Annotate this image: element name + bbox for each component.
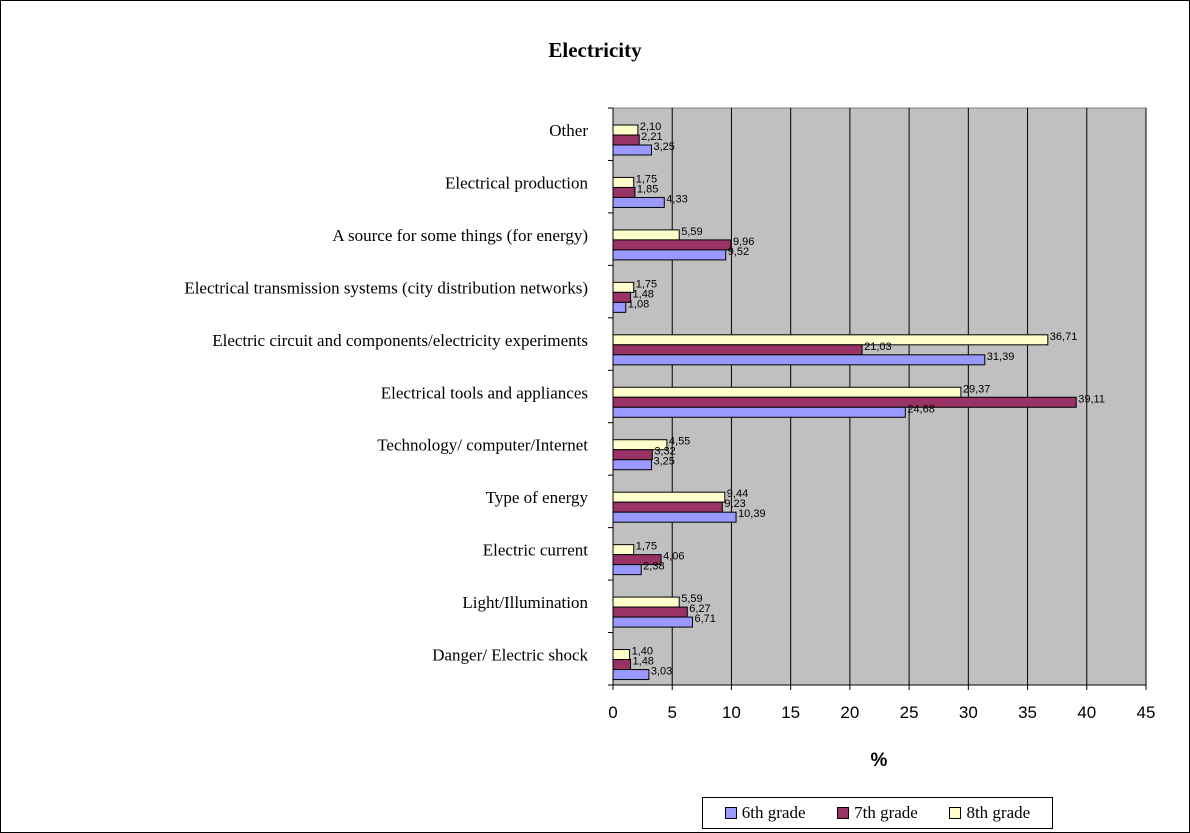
data-label: 9,96 xyxy=(733,236,754,248)
bar-8th-grade xyxy=(612,386,962,398)
bar-7th-grade xyxy=(612,239,732,251)
bar-7th-grade xyxy=(612,186,636,198)
legend-item-8th-grade: 8th grade xyxy=(949,803,1030,823)
legend-label-8th-grade: 8th grade xyxy=(966,803,1031,822)
legend-item-6th-grade: 6th grade xyxy=(724,803,806,823)
data-label: 29,37 xyxy=(963,383,991,395)
x-axis-title: % xyxy=(871,750,888,771)
legend-swatch-7th-grade xyxy=(837,807,850,819)
data-label: 4,55 xyxy=(669,436,690,448)
data-label: 24,68 xyxy=(907,403,935,415)
bar-6th-grade xyxy=(612,354,986,366)
x-tick-label: 10 xyxy=(722,703,741,722)
bar-6th-grade xyxy=(612,616,693,628)
data-label: 1,75 xyxy=(636,541,657,553)
data-label: 9,52 xyxy=(728,246,749,258)
bar-7th-grade xyxy=(612,396,1077,408)
bar-8th-grade xyxy=(612,596,680,608)
x-tick-label: 45 xyxy=(1137,703,1156,722)
data-label: 4,33 xyxy=(666,193,687,205)
category-label: Electrical tools and appliances xyxy=(381,383,588,402)
x-tick-label: 5 xyxy=(667,703,676,722)
bar-6th-grade xyxy=(612,669,650,681)
category-label: Electrical transmission systems (city di… xyxy=(184,278,588,297)
category-label: Light/Illumination xyxy=(462,593,588,612)
legend-label-6th-grade: 6th grade xyxy=(741,803,806,822)
data-label: 31,39 xyxy=(987,351,1015,363)
data-label: 1,48 xyxy=(633,656,654,668)
x-tick-label: 15 xyxy=(781,703,800,722)
bar-8th-grade xyxy=(612,229,680,241)
bar-7th-grade xyxy=(612,134,640,146)
category-label: Electric current xyxy=(483,541,589,560)
category-label: Electrical production xyxy=(445,173,589,192)
category-label: Technology/ computer/Internet xyxy=(377,436,588,455)
data-label: 6,27 xyxy=(689,603,710,615)
category-label: Type of energy xyxy=(486,488,589,507)
bar-8th-grade xyxy=(612,124,639,136)
bar-6th-grade xyxy=(612,406,906,418)
data-label: 39,11 xyxy=(1078,393,1105,405)
data-label: 1,85 xyxy=(637,183,658,195)
bar-8th-grade xyxy=(612,334,1049,346)
data-label: 2,10 xyxy=(640,121,661,133)
data-label: 1,75 xyxy=(636,278,657,290)
bar-7th-grade xyxy=(612,449,653,461)
category-label: Danger/ Electric shock xyxy=(432,646,588,665)
data-label: 4,06 xyxy=(663,551,684,563)
legend: 6th grade 7th grade 8th grade xyxy=(702,797,1053,829)
legend-swatch-6th-grade xyxy=(724,807,737,819)
data-label: 1,48 xyxy=(633,288,654,300)
bar-7th-grade xyxy=(612,659,632,671)
bar-6th-grade xyxy=(612,196,665,208)
bar-6th-grade xyxy=(612,564,642,576)
data-label: 1,40 xyxy=(632,646,653,658)
data-label: 6,71 xyxy=(694,613,715,625)
x-tick-label: 35 xyxy=(1018,703,1037,722)
bar-6th-grade xyxy=(612,249,727,261)
legend-label-7th-grade: 7th grade xyxy=(854,803,918,822)
chart-title: Electricity xyxy=(548,38,642,62)
data-label: 2,38 xyxy=(643,561,664,573)
data-label: 2,21 xyxy=(641,131,662,143)
x-tick-label: 0 xyxy=(608,703,617,722)
legend-item-7th-grade: 7th grade xyxy=(837,803,918,823)
data-label: 5,59 xyxy=(681,593,702,605)
data-label: 9,44 xyxy=(727,488,748,500)
bar-6th-grade xyxy=(612,511,737,523)
bar-6th-grade xyxy=(612,301,627,313)
category-label: Electric circuit and components/electric… xyxy=(212,331,588,350)
data-label: 3,03 xyxy=(651,666,672,678)
data-label: 9,23 xyxy=(724,498,745,510)
data-label: 1,08 xyxy=(628,298,649,310)
bar-8th-grade xyxy=(612,491,726,503)
data-label: 36,71 xyxy=(1050,331,1078,343)
bar-8th-grade xyxy=(612,176,635,188)
data-label: 3,25 xyxy=(653,141,674,153)
bar-8th-grade xyxy=(612,649,631,661)
bar-8th-grade xyxy=(612,544,635,556)
data-label: 5,59 xyxy=(681,226,702,238)
data-label: 3,32 xyxy=(654,446,675,458)
category-label: Other xyxy=(549,121,588,140)
data-label: 10,39 xyxy=(738,508,766,520)
x-tick-label: 40 xyxy=(1077,703,1096,722)
bar-7th-grade xyxy=(612,344,863,356)
x-tick-label: 25 xyxy=(900,703,919,722)
bar-6th-grade xyxy=(612,459,652,471)
x-tick-label: 30 xyxy=(959,703,978,722)
data-label: 1,75 xyxy=(636,173,657,185)
bar-6th-grade xyxy=(612,144,652,156)
bar-7th-grade xyxy=(612,606,688,618)
bar-7th-grade xyxy=(612,501,723,513)
bar-8th-grade xyxy=(612,281,635,293)
category-label: A source for some things (for energy) xyxy=(332,226,588,245)
x-tick-label: 20 xyxy=(840,703,859,722)
data-label: 3,25 xyxy=(653,456,674,468)
legend-swatch-8th-grade xyxy=(949,807,962,819)
data-label: 21,03 xyxy=(864,341,892,353)
